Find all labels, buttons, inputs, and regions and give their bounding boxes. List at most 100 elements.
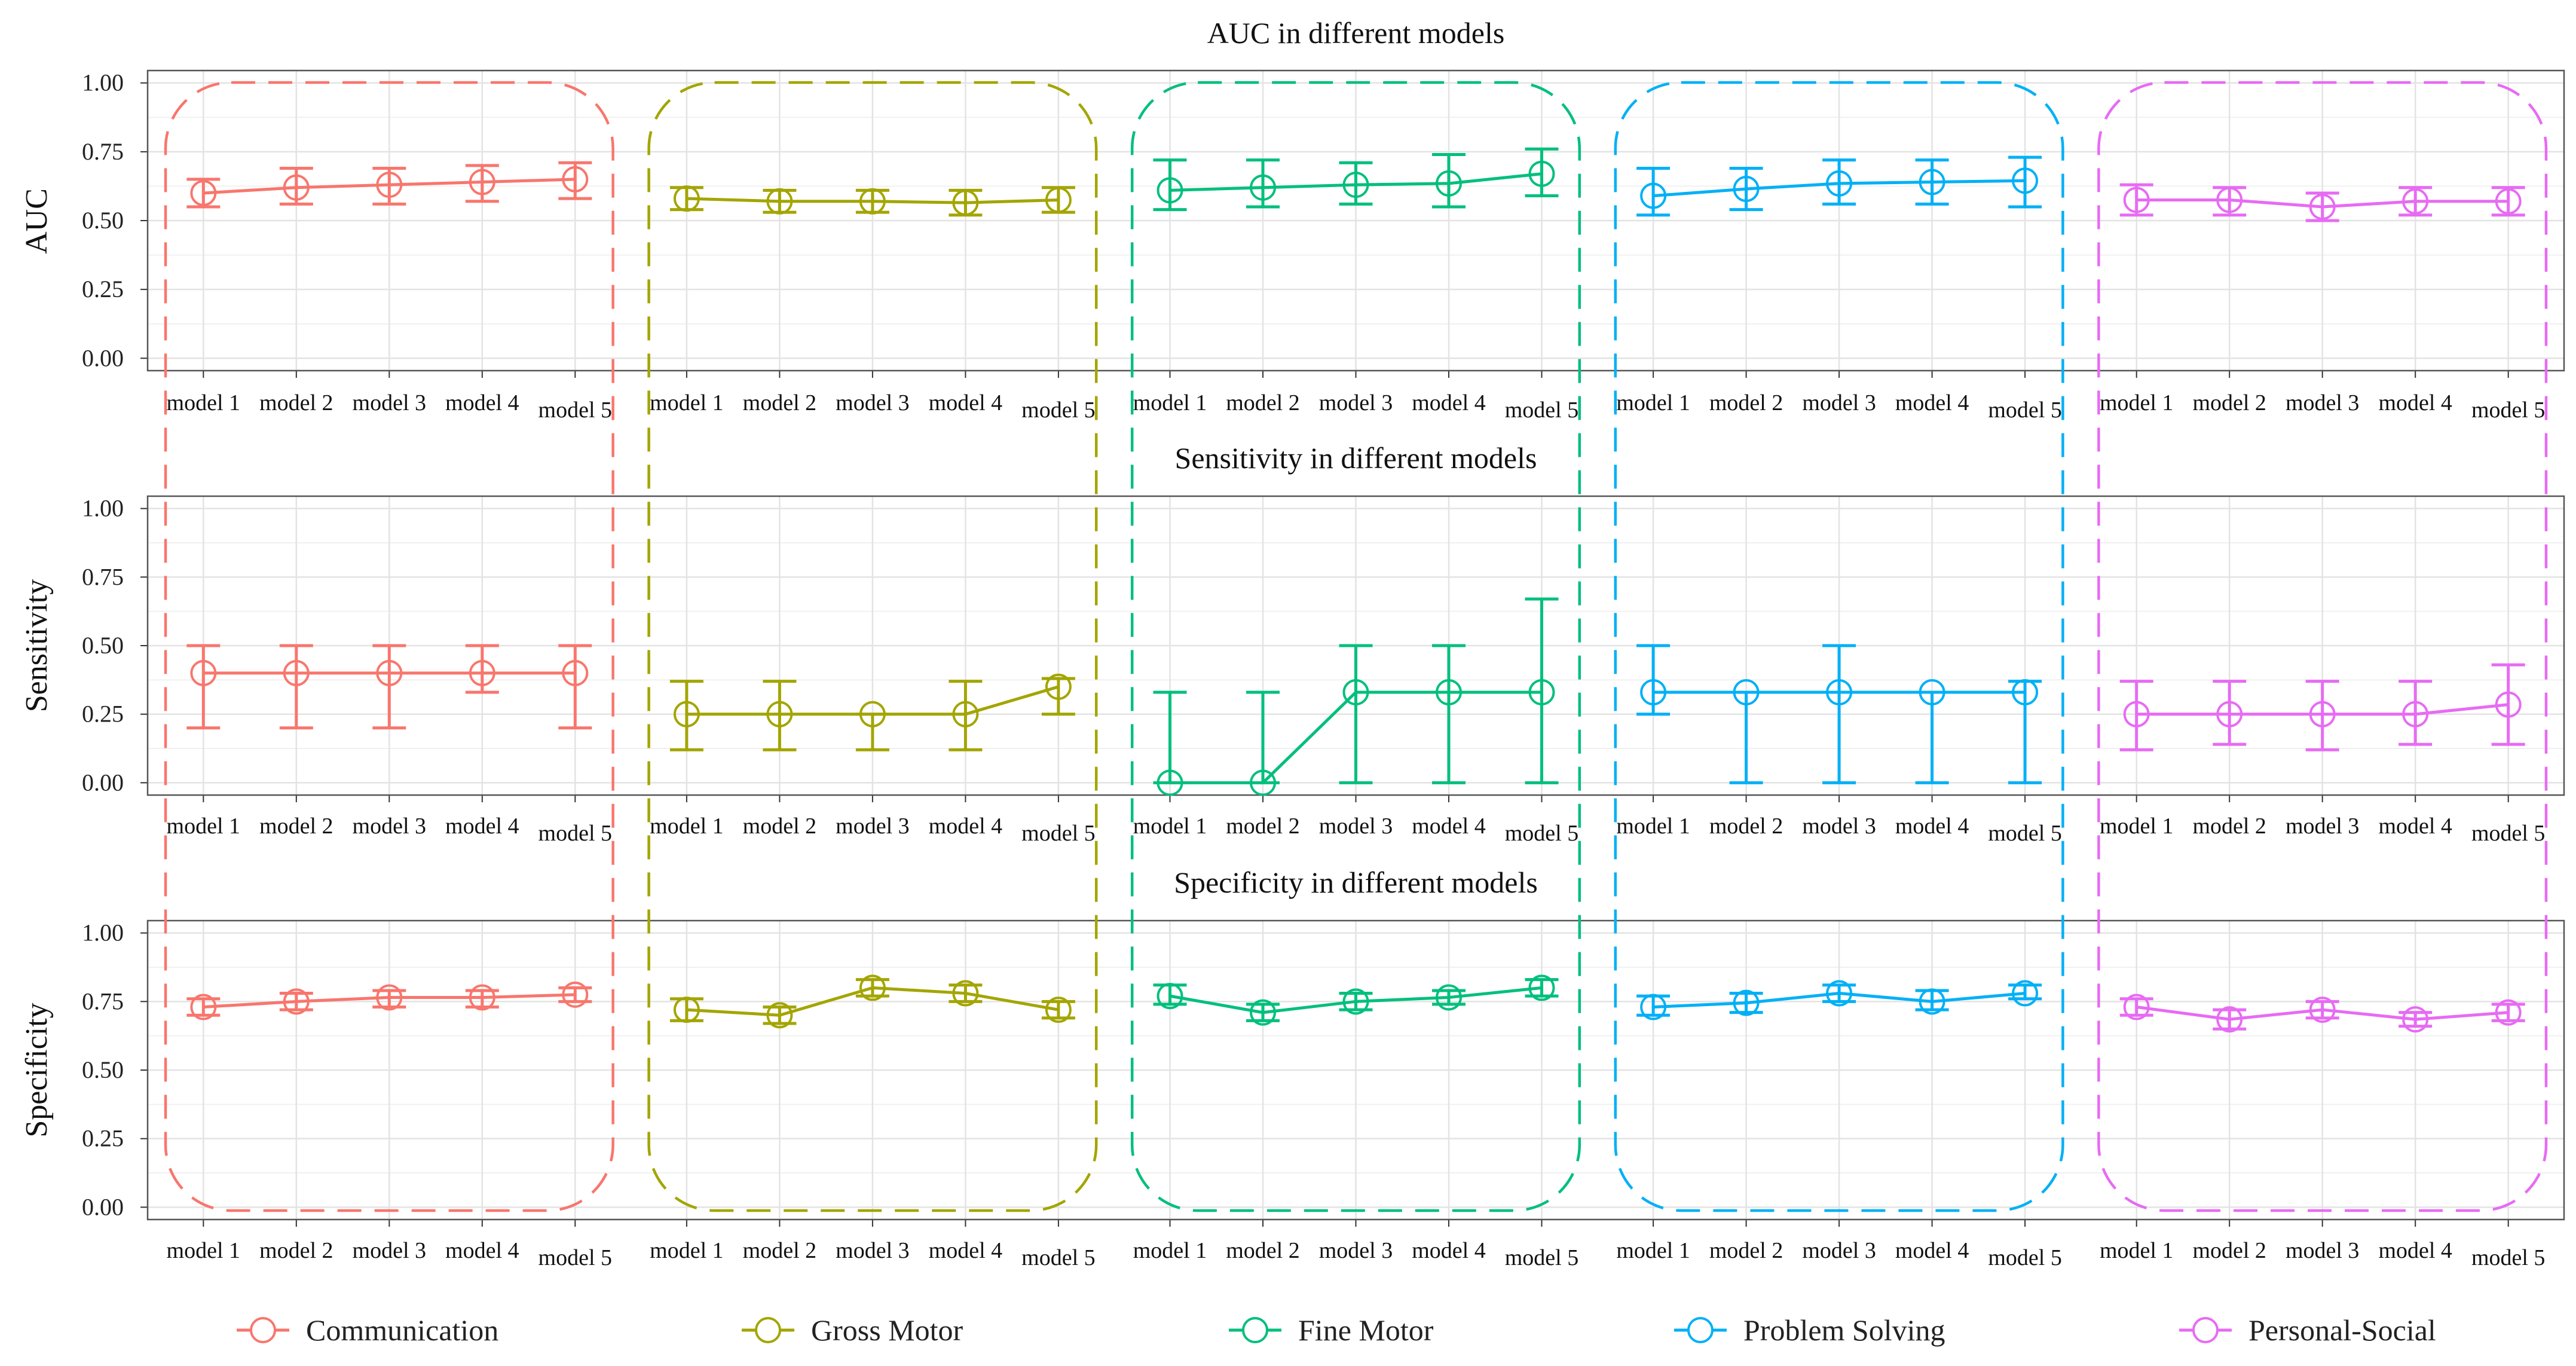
x-tick-label: model 3 [1319, 814, 1393, 839]
x-tick-label: model 5 [1505, 821, 1578, 846]
x-tick-label: model 3 [1319, 390, 1393, 415]
x-tick-label: model 2 [743, 390, 816, 415]
x-tick-label: model 1 [167, 1238, 240, 1263]
x-tick-label: model 2 [1226, 390, 1299, 415]
y-tick-label: 0.75 [82, 138, 124, 165]
legend-item-problem-solving: Problem Solving [1674, 1313, 1945, 1347]
x-tick-label: model 2 [259, 1238, 333, 1263]
x-tick-label: model 3 [353, 814, 426, 839]
legend-marker [2193, 1318, 2217, 1342]
x-tick-label: model 5 [1021, 398, 1095, 423]
x-tick-label: model 3 [2286, 390, 2359, 415]
x-tick-label: model 2 [1709, 1238, 1783, 1263]
x-tick-label: model 4 [2378, 390, 2452, 415]
legend-label: Personal-Social [2248, 1313, 2436, 1347]
x-tick-label: model 1 [1616, 1238, 1690, 1263]
y-axis-label: Sensitivity [20, 579, 54, 712]
legend-marker [1688, 1318, 1712, 1342]
legend-marker [1243, 1318, 1267, 1342]
legend-marker [756, 1318, 780, 1342]
x-tick-label: model 4 [929, 814, 1002, 839]
x-tick-label: model 1 [650, 390, 723, 415]
x-tick-label: model 1 [650, 1238, 723, 1263]
y-tick-label: 0.25 [82, 1125, 124, 1152]
x-tick-label: model 5 [539, 398, 612, 423]
x-tick-label: model 4 [445, 390, 519, 415]
x-tick-label: model 5 [539, 821, 612, 846]
x-tick-label: model 1 [1616, 814, 1690, 839]
y-tick-label: 0.75 [82, 563, 124, 590]
x-tick-label: model 2 [743, 1238, 816, 1263]
x-tick-label: model 2 [1226, 814, 1299, 839]
legend-item-gross-motor: Gross Motor [742, 1313, 963, 1347]
x-tick-label: model 2 [2192, 1238, 2266, 1263]
panel-sensitivity: 0.00 0.25 0.50 0.75 1.00 model 1 model 2 model … [20, 441, 2564, 846]
y-tick-label: 0.50 [82, 1056, 124, 1083]
x-tick-label: model 3 [353, 1238, 426, 1263]
x-tick-label: model 4 [1412, 814, 1485, 839]
x-tick-label: model 1 [1133, 390, 1207, 415]
x-tick-label: model 5 [1505, 398, 1578, 423]
x-tick-label: model 5 [1021, 821, 1095, 846]
y-tick-label: 0.00 [82, 769, 124, 796]
legend-label: Communication [306, 1313, 498, 1347]
x-tick-label: model 5 [2471, 398, 2545, 423]
y-tick-label: 0.50 [82, 207, 124, 234]
x-tick-label: model 2 [1709, 390, 1783, 415]
y-axis-label: AUC [20, 188, 54, 254]
y-tick-label: 0.50 [82, 632, 124, 659]
x-tick-label: model 4 [445, 1238, 519, 1263]
x-tick-label: model 4 [2378, 1238, 2452, 1263]
x-tick-label: model 2 [2192, 390, 2266, 415]
x-tick-label: model 1 [1133, 1238, 1207, 1263]
y-tick-label: 0.25 [82, 276, 124, 302]
legend: Communication Gross Motor Fine Motor Proble… [237, 1313, 2436, 1347]
x-tick-label: model 4 [929, 390, 1002, 415]
y-tick-label: 1.00 [82, 495, 124, 522]
x-tick-label: model 3 [1802, 814, 1876, 839]
x-tick-label: model 4 [1895, 390, 1969, 415]
x-tick-label: model 4 [1412, 1238, 1485, 1263]
x-tick-label: model 3 [2286, 1238, 2359, 1263]
panel-title: Sensitivity in different models [1175, 441, 1537, 475]
legend-label: Gross Motor [811, 1313, 963, 1347]
legend-marker [251, 1318, 275, 1342]
x-tick-label: model 5 [539, 1245, 612, 1270]
legend-item-communication: Communication [237, 1313, 498, 1347]
x-tick-label: model 2 [1226, 1238, 1299, 1263]
x-tick-label: model 1 [2100, 814, 2173, 839]
y-tick-label: 0.75 [82, 988, 124, 1014]
x-tick-label: model 1 [167, 814, 240, 839]
x-tick-label: model 5 [1988, 398, 2061, 423]
y-tick-label: 0.25 [82, 701, 124, 728]
x-tick-label: model 3 [1802, 1238, 1876, 1263]
legend-item-fine-motor: Fine Motor [1229, 1313, 1434, 1347]
panels: 0.00 0.25 0.50 0.75 1.00 model 1 model 2 model … [20, 16, 2564, 1270]
x-tick-label: model 1 [650, 814, 723, 839]
x-tick-label: model 3 [2286, 814, 2359, 839]
x-tick-label: model 4 [445, 814, 519, 839]
x-tick-label: model 2 [2192, 814, 2266, 839]
x-tick-label: model 4 [929, 1238, 1002, 1263]
x-tick-label: model 4 [1895, 1238, 1969, 1263]
legend-item-personal-social: Personal-Social [2179, 1313, 2436, 1347]
x-tick-label: model 5 [2471, 821, 2545, 846]
x-tick-label: model 5 [1505, 1245, 1578, 1270]
x-tick-label: model 2 [1709, 814, 1783, 839]
x-tick-label: model 4 [1895, 814, 1969, 839]
x-tick-label: model 2 [743, 814, 816, 839]
x-tick-label: model 5 [1021, 1245, 1095, 1270]
x-tick-label: model 1 [2100, 1238, 2173, 1263]
x-tick-label: model 1 [2100, 390, 2173, 415]
panel-title: AUC in different models [1207, 16, 1505, 50]
x-tick-label: model 4 [2378, 814, 2452, 839]
y-tick-label: 1.00 [82, 919, 124, 946]
x-tick-label: model 5 [2471, 1245, 2545, 1270]
y-axis-label: Specificity [20, 1003, 54, 1137]
panel-auc: 0.00 0.25 0.50 0.75 1.00 model 1 model 2 model … [20, 16, 2564, 423]
legend-label: Fine Motor [1298, 1313, 1434, 1347]
x-tick-label: model 1 [1133, 814, 1207, 839]
x-tick-label: model 3 [836, 390, 909, 415]
x-tick-label: model 3 [353, 390, 426, 415]
legend-label: Problem Solving [1743, 1313, 1945, 1347]
